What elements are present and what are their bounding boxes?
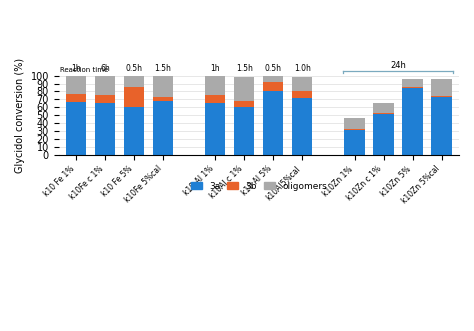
Bar xyxy=(374,113,394,114)
Text: 1h: 1h xyxy=(210,64,220,73)
Text: 24h: 24h xyxy=(390,61,406,70)
Bar xyxy=(263,91,283,155)
Bar xyxy=(345,130,365,155)
Text: 1.0h: 1.0h xyxy=(294,64,311,73)
Bar xyxy=(292,98,312,155)
Bar xyxy=(292,77,312,91)
Bar xyxy=(95,103,115,155)
Bar xyxy=(66,94,86,102)
Bar xyxy=(205,76,226,95)
Bar xyxy=(292,91,312,98)
Bar xyxy=(431,97,452,155)
Text: 1.5h: 1.5h xyxy=(236,64,253,73)
Bar xyxy=(374,103,394,113)
Bar xyxy=(402,88,423,155)
Bar xyxy=(345,118,365,129)
Bar xyxy=(234,101,255,107)
Bar xyxy=(205,103,226,155)
Bar xyxy=(374,114,394,155)
Bar xyxy=(345,129,365,130)
Bar xyxy=(205,95,226,103)
Bar xyxy=(95,76,115,95)
Bar xyxy=(153,101,173,155)
Text: 1.5h: 1.5h xyxy=(155,64,172,73)
Legend: 3a, 3b, oligomers: 3a, 3b, oligomers xyxy=(187,178,330,194)
Bar xyxy=(234,77,255,101)
Text: 0.5h: 0.5h xyxy=(126,64,143,73)
Text: 0.5h: 0.5h xyxy=(265,64,282,73)
Bar xyxy=(263,76,283,82)
Bar xyxy=(263,82,283,91)
Bar xyxy=(431,96,452,97)
Bar xyxy=(431,79,452,96)
Bar xyxy=(95,95,115,103)
Text: 1h: 1h xyxy=(71,64,81,73)
Bar xyxy=(66,76,86,94)
Bar xyxy=(153,97,173,101)
Text: 6h: 6h xyxy=(100,64,110,73)
Bar xyxy=(402,87,423,88)
Bar xyxy=(124,107,144,155)
Y-axis label: Glycidol conversion (%): Glycidol conversion (%) xyxy=(15,58,25,173)
Bar xyxy=(124,87,144,107)
Bar xyxy=(153,76,173,97)
Bar xyxy=(124,76,144,87)
Bar xyxy=(234,107,255,155)
Bar xyxy=(402,79,423,87)
Bar xyxy=(66,102,86,155)
Text: Reaction time: Reaction time xyxy=(60,67,109,73)
